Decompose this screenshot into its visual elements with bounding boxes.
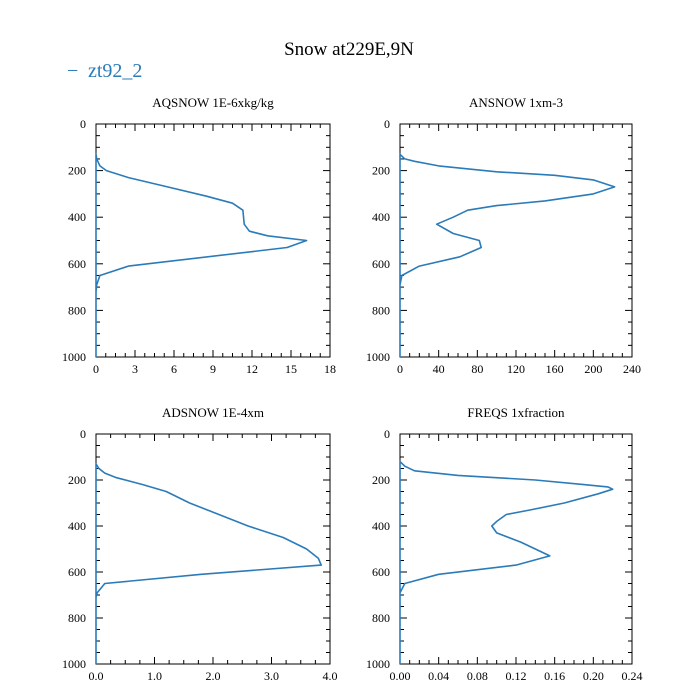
x-tick-label: 0.16 bbox=[544, 669, 565, 683]
y-tick-label: 0 bbox=[384, 117, 390, 131]
y-tick-label: 600 bbox=[68, 257, 86, 271]
y-tick-label: 800 bbox=[372, 303, 390, 317]
x-tick-label: 40 bbox=[433, 362, 445, 376]
y-tick-label: 0 bbox=[384, 427, 390, 441]
plot-frame bbox=[399, 123, 633, 358]
x-tick-label: 0 bbox=[397, 362, 403, 376]
x-tick-label: 0.0 bbox=[89, 669, 104, 683]
y-tick-label: 600 bbox=[68, 565, 86, 579]
legend-marker: − bbox=[67, 60, 78, 82]
x-tick-label: 4.0 bbox=[323, 669, 338, 683]
series-line bbox=[399, 460, 614, 664]
x-tick-label: 0 bbox=[93, 362, 99, 376]
plot-frame bbox=[399, 433, 633, 665]
x-tick-label: 6 bbox=[171, 362, 177, 376]
y-tick-label: 1000 bbox=[366, 350, 390, 364]
y-tick-label: 0 bbox=[80, 427, 86, 441]
x-tick-label: 0.08 bbox=[467, 669, 488, 683]
x-tick-label: 2.0 bbox=[206, 669, 221, 683]
x-tick-label: 3 bbox=[132, 362, 138, 376]
legend: − zt92_2 bbox=[67, 60, 142, 82]
x-tick-label: 240 bbox=[623, 362, 641, 376]
x-tick-label: 200 bbox=[584, 362, 602, 376]
x-tick-label: 160 bbox=[546, 362, 564, 376]
x-tick-label: 15 bbox=[285, 362, 297, 376]
y-tick-label: 200 bbox=[68, 164, 86, 178]
x-tick-label: 0.24 bbox=[622, 669, 643, 683]
panel-title: AQSNOW 1E-6xkg/kg bbox=[152, 95, 274, 110]
x-tick-label: 0.00 bbox=[390, 669, 411, 683]
panel-4: FREQS 1xfraction 0.00 0.04 0.08 0.12 0.16 0.20… bbox=[366, 405, 643, 683]
y-tick-label: 1000 bbox=[62, 350, 86, 364]
y-tick-label: 400 bbox=[372, 519, 390, 533]
y-tick-label: 1000 bbox=[366, 657, 390, 671]
figure-title: Snow at229E,9N bbox=[284, 39, 414, 60]
plot-frame bbox=[95, 123, 331, 358]
y-tick-label: 600 bbox=[372, 565, 390, 579]
x-tick-label: 1.0 bbox=[147, 669, 162, 683]
y-tick-label: 200 bbox=[68, 473, 86, 487]
legend-label: zt92_2 bbox=[88, 60, 142, 82]
panel-1: AQSNOW 1E-6xkg/kg 0 3 6 9 12 15 18 0 200 400 600 800… bbox=[62, 95, 336, 376]
y-tick-label: 800 bbox=[68, 303, 86, 317]
y-tick-label: 400 bbox=[68, 210, 86, 224]
y-tick-label: 1000 bbox=[62, 657, 86, 671]
plot-frame bbox=[95, 433, 331, 665]
x-tick-label: 80 bbox=[471, 362, 483, 376]
series-line bbox=[95, 153, 308, 357]
y-tick-label: 400 bbox=[68, 519, 86, 533]
panel-title: ADSNOW 1E-4xm bbox=[162, 405, 264, 420]
panel-title: ANSNOW 1xm-3 bbox=[469, 95, 563, 110]
x-tick-label: 0.04 bbox=[428, 669, 449, 683]
x-tick-label: 9 bbox=[210, 362, 216, 376]
panel-3: ADSNOW 1E-4xm 0.0 1.0 2.0 3.0 4.0 0 200 400 600 80… bbox=[62, 405, 338, 683]
panel-2: ANSNOW 1xm-3 0 40 80 120 160 200 240 0 200 400 600 8… bbox=[366, 95, 641, 376]
y-tick-label: 200 bbox=[372, 164, 390, 178]
x-tick-label: 0.20 bbox=[583, 669, 604, 683]
panel-title: FREQS 1xfraction bbox=[467, 405, 565, 420]
y-tick-label: 600 bbox=[372, 257, 390, 271]
series-line bbox=[95, 463, 323, 664]
x-tick-label: 12 bbox=[246, 362, 258, 376]
y-tick-label: 400 bbox=[372, 210, 390, 224]
x-tick-label: 0.12 bbox=[506, 669, 527, 683]
y-tick-label: 800 bbox=[372, 611, 390, 625]
series-line bbox=[399, 153, 616, 357]
y-tick-label: 200 bbox=[372, 473, 390, 487]
x-tick-label: 120 bbox=[507, 362, 525, 376]
x-tick-label: 3.0 bbox=[264, 669, 279, 683]
panels: AQSNOW 1E-6xkg/kg0 3 6 9 12 15 180200400600800… bbox=[62, 95, 643, 683]
y-tick-label: 800 bbox=[68, 611, 86, 625]
x-tick-label: 18 bbox=[324, 362, 336, 376]
y-tick-label: 0 bbox=[80, 117, 86, 131]
